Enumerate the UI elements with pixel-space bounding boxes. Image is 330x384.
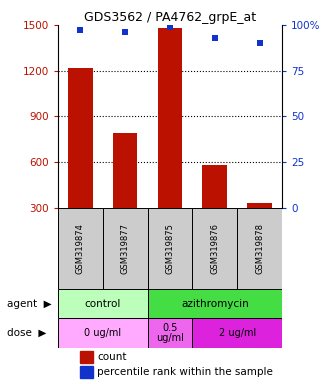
Text: GSM319875: GSM319875 <box>165 223 175 274</box>
Text: 2 ug/ml: 2 ug/ml <box>219 328 256 338</box>
Text: GSM319878: GSM319878 <box>255 223 264 274</box>
Bar <box>58 208 103 289</box>
Point <box>167 24 173 30</box>
Bar <box>58 289 148 318</box>
Bar <box>58 318 148 348</box>
Text: 0.5
ug/ml: 0.5 ug/ml <box>156 323 184 343</box>
Text: agent  ▶: agent ▶ <box>7 299 51 309</box>
Bar <box>148 318 192 348</box>
Bar <box>148 289 282 318</box>
Bar <box>203 165 227 208</box>
Text: dose  ▶: dose ▶ <box>7 328 46 338</box>
Point <box>122 29 128 35</box>
Text: GSM319874: GSM319874 <box>76 223 85 274</box>
Text: 0 ug/ml: 0 ug/ml <box>84 328 121 338</box>
Bar <box>237 208 282 289</box>
Text: azithromycin: azithromycin <box>181 299 249 309</box>
Bar <box>158 28 182 208</box>
Bar <box>80 366 92 378</box>
Text: percentile rank within the sample: percentile rank within the sample <box>97 367 273 377</box>
Point <box>78 27 83 33</box>
Text: GSM319876: GSM319876 <box>210 223 219 274</box>
Bar <box>192 208 237 289</box>
Text: count: count <box>97 352 126 362</box>
Bar <box>148 208 192 289</box>
Text: GSM319877: GSM319877 <box>120 223 130 274</box>
Title: GDS3562 / PA4762_grpE_at: GDS3562 / PA4762_grpE_at <box>84 11 256 24</box>
Point <box>257 40 262 46</box>
Bar <box>80 351 92 363</box>
Text: control: control <box>84 299 121 309</box>
Bar <box>68 68 92 208</box>
Bar <box>103 208 148 289</box>
Point <box>212 35 217 41</box>
Bar <box>113 133 137 208</box>
Bar <box>192 318 282 348</box>
Bar <box>248 203 272 208</box>
